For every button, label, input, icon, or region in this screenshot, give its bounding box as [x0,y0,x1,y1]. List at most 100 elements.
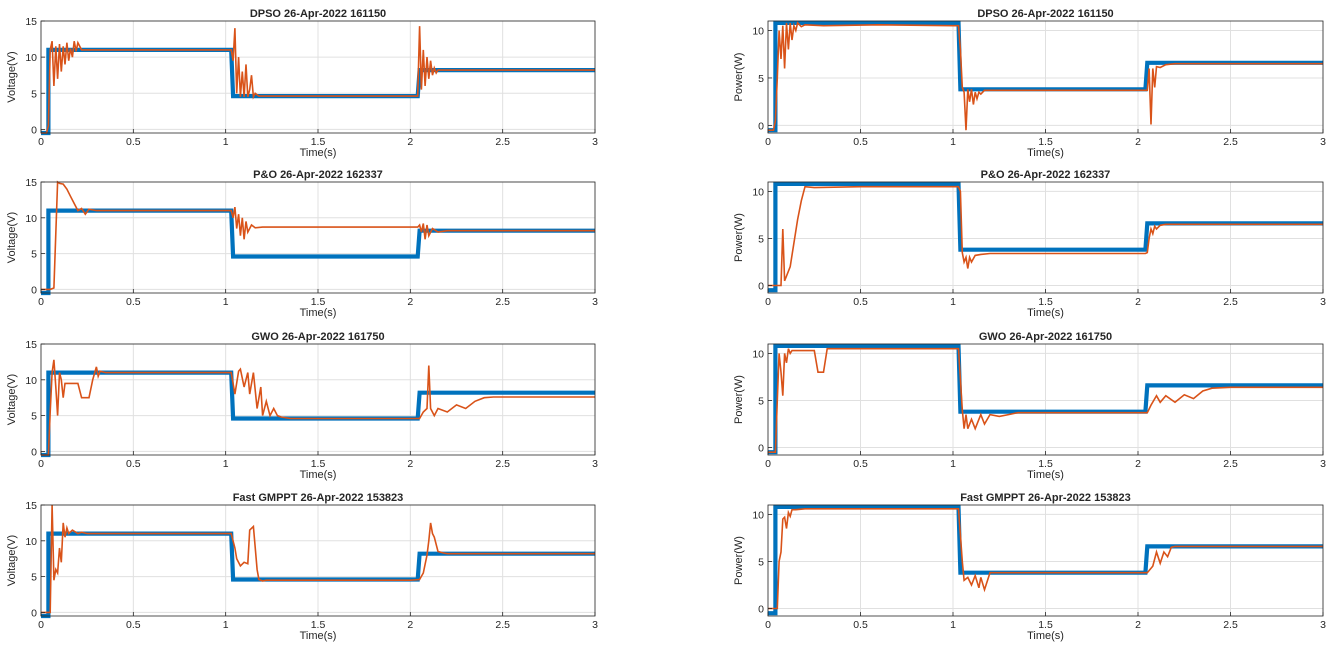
x-tick-label: 1 [223,619,229,631]
x-axis-label: Time(s) [1027,147,1064,159]
x-tick-label: 0 [38,296,44,308]
y-tick-label: 15 [25,339,37,351]
x-axis-label: Time(s) [1027,307,1064,319]
subplot-5: 0 0.5 1 1.5 2 2.5 3 0 5 10 15 GWO 26-Apr-2022 16175… [6,331,598,481]
y-tick-label: 0 [31,446,37,458]
y-tick-label: 15 [25,16,37,28]
y-tick-label: 15 [25,500,37,512]
x-axis-label: Time(s) [1027,469,1064,481]
x-tick-label: 1 [950,136,956,148]
x-tick-label: 0 [38,136,44,148]
x-tick-label: 2 [407,136,413,148]
y-axis-label: Power(W) [733,53,745,102]
x-tick-label: 2 [1135,136,1141,148]
subplot-title: Fast GMPPT 26-Apr-2022 153823 [233,492,404,504]
measured-series-line [768,507,1323,610]
x-tick-label: 2 [1135,458,1141,470]
x-tick-label: 2.5 [495,458,510,470]
y-axis-label: Voltage(V) [6,374,18,425]
y-axis-label: Power(W) [733,213,745,262]
y-tick-label: 5 [758,233,764,245]
x-tick-label: 0 [765,136,771,148]
measured-series-line [768,21,1323,131]
measured-series-line [41,359,595,456]
x-tick-label: 1 [950,296,956,308]
y-tick-label: 10 [752,186,764,198]
x-tick-label: 0 [38,458,44,470]
x-tick-label: 0.5 [853,296,868,308]
y-tick-label: 0 [31,607,37,619]
measured-series-line [768,347,1323,454]
x-tick-label: 0.5 [853,136,868,148]
subplot-6: 0 0.5 1 1.5 2 2.5 3 0 5 10 GWO 26-Apr-2022 161750 T… [733,331,1326,481]
y-axis-label: Voltage(V) [6,51,18,102]
x-tick-label: 1.5 [1038,458,1053,470]
x-axis-label: Time(s) [300,147,337,159]
x-tick-label: 1 [223,458,229,470]
y-tick-label: 10 [25,536,37,548]
x-tick-label: 3 [592,619,598,631]
x-tick-label: 0.5 [853,458,868,470]
subplot-title: DPSO 26-Apr-2022 161150 [977,8,1113,20]
x-tick-label: 1.5 [311,136,326,148]
x-tick-label: 2.5 [495,296,510,308]
subplot-2: 0 0.5 1 1.5 2 2.5 3 0 5 10 DPSO 26-Apr-2022 161150… [733,8,1326,159]
x-tick-label: 0 [765,458,771,470]
measured-series-line [41,180,595,291]
y-tick-label: 5 [31,249,37,261]
x-tick-label: 3 [1320,619,1326,631]
x-tick-label: 3 [1320,458,1326,470]
x-tick-label: 1.5 [311,458,326,470]
y-tick-label: 10 [25,52,37,64]
y-tick-label: 0 [758,442,764,454]
x-axis-label: Time(s) [300,469,337,481]
y-tick-label: 5 [31,572,37,584]
x-tick-label: 2 [1135,296,1141,308]
x-tick-label: 3 [592,136,598,148]
x-tick-label: 2 [407,458,413,470]
x-tick-label: 3 [1320,136,1326,148]
x-tick-label: 2 [407,619,413,631]
x-tick-label: 3 [592,296,598,308]
subplot-title: P&O 26-Apr-2022 162337 [981,169,1111,181]
subplot-title: GWO 26-Apr-2022 161750 [979,331,1112,343]
x-tick-label: 1 [223,296,229,308]
x-tick-label: 2 [1135,619,1141,631]
y-tick-label: 0 [31,284,37,296]
y-tick-label: 10 [752,348,764,360]
subplot-4: 0 0.5 1 1.5 2 2.5 3 0 5 10 P&O 26-Apr-2022 162337 T… [733,169,1326,319]
y-tick-label: 10 [25,213,37,225]
x-tick-label: 1 [950,458,956,470]
x-tick-label: 1.5 [1038,296,1053,308]
y-axis-label: Voltage(V) [6,535,18,586]
measured-series-line [41,504,595,614]
y-tick-label: 10 [25,375,37,387]
x-tick-label: 0.5 [126,296,141,308]
y-tick-label: 5 [31,88,37,100]
y-tick-label: 5 [758,395,764,407]
x-tick-label: 1.5 [311,296,326,308]
x-tick-label: 1.5 [1038,136,1053,148]
x-tick-label: 1.5 [311,619,326,631]
subplot-1: 0 0.5 1 1.5 2 2.5 3 0 5 10 15 DPSO 26-Apr-2022 1611… [6,8,598,159]
x-tick-label: 0.5 [126,458,141,470]
x-tick-label: 3 [592,458,598,470]
y-tick-label: 0 [758,603,764,615]
x-tick-label: 1.5 [1038,619,1053,631]
y-tick-label: 5 [758,556,764,568]
subplot-title: GWO 26-Apr-2022 161750 [251,331,384,343]
x-tick-label: 1 [223,136,229,148]
subplot-8: 0 0.5 1 1.5 2 2.5 3 0 5 10 Fast GMPPT 26-Apr-2022 … [733,492,1326,642]
y-tick-label: 10 [752,509,764,521]
x-tick-label: 0 [38,619,44,631]
y-axis-label: Power(W) [733,375,745,424]
subplot-title: DPSO 26-Apr-2022 161150 [250,8,386,20]
y-axis-label: Power(W) [733,536,745,585]
subplot-title: P&O 26-Apr-2022 162337 [253,169,383,181]
subplot-3: 0 0.5 1 1.5 2 2.5 3 0 5 10 15 P&O 26-Apr-2022 16233… [6,169,598,319]
y-tick-label: 5 [31,411,37,423]
x-tick-label: 2.5 [1223,296,1238,308]
x-tick-label: 0 [765,619,771,631]
x-tick-label: 2.5 [1223,619,1238,631]
